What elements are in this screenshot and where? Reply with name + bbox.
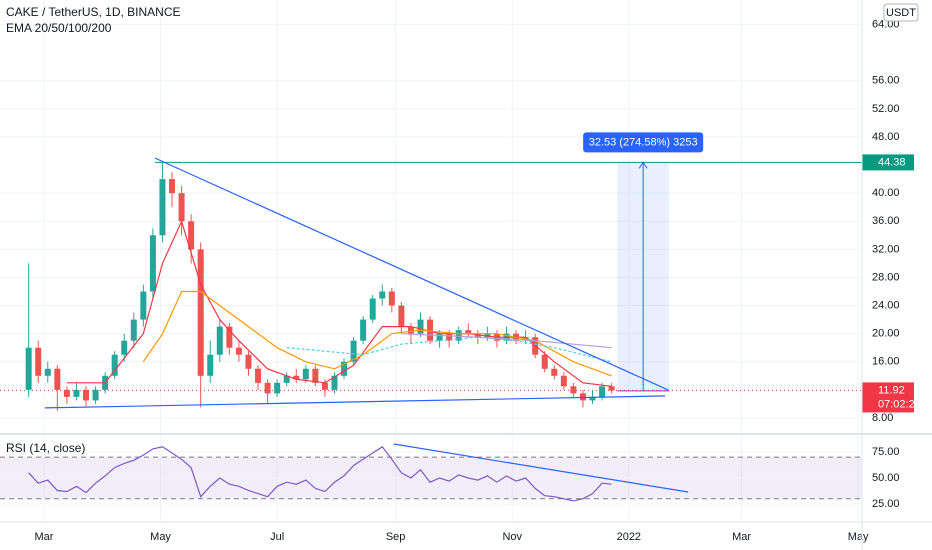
candle-body	[427, 319, 434, 341]
x-tick-label: Mar	[732, 531, 751, 543]
candle-body	[35, 347, 42, 376]
x-tick-label: 2022	[617, 531, 641, 543]
candle-body	[589, 396, 596, 401]
candle-body	[484, 333, 491, 338]
candle-body	[54, 368, 61, 390]
candle-body	[149, 235, 156, 292]
trendline	[154, 157, 669, 391]
candle-body	[264, 382, 271, 394]
candle-body	[83, 389, 90, 401]
candle-body	[360, 319, 367, 341]
candle-body	[159, 179, 166, 236]
candle-body	[235, 347, 242, 355]
candle-body	[226, 326, 233, 348]
candle-body	[293, 375, 300, 380]
y-tick-label: 16.00	[872, 356, 900, 368]
y-tick-label: 52.00	[872, 103, 900, 115]
candle-body	[274, 382, 281, 394]
currency-box[interactable]	[883, 3, 919, 22]
trendline	[44, 395, 666, 409]
y-tick-label: 24.00	[872, 299, 900, 311]
price-badge	[862, 154, 914, 171]
candle-body	[331, 375, 338, 390]
price-badge-label: 11.92	[878, 384, 905, 396]
countdown-label: 07:02:28	[878, 398, 921, 410]
x-tick-label: Jul	[270, 531, 284, 543]
candle-body	[111, 354, 118, 376]
candle-body	[551, 368, 558, 376]
candle-body	[130, 319, 137, 341]
candle-body	[283, 375, 290, 383]
y-tick-label: 56.00	[872, 75, 900, 87]
indicator-legend: EMA 20/50/100/200	[6, 21, 112, 35]
candle-body	[207, 354, 214, 376]
y-tick-label: 48.00	[872, 131, 900, 143]
measure-label-box	[583, 132, 704, 153]
candle-body	[312, 368, 319, 383]
candle-body	[379, 291, 386, 299]
y-tick-label: 40.00	[872, 187, 900, 199]
candle-body	[178, 193, 185, 222]
y-tick-label: 32.00	[872, 243, 900, 255]
candle-body	[321, 382, 328, 390]
candle-body	[398, 305, 405, 327]
candle-body	[608, 386, 615, 391]
ema-line	[401, 333, 612, 349]
x-tick-label: Nov	[502, 531, 522, 543]
y-tick-label: 25.00	[872, 498, 900, 510]
candle-body	[302, 368, 309, 380]
candle-body	[417, 319, 424, 334]
ema-line	[142, 290, 612, 377]
y-tick-label: 28.00	[872, 271, 900, 283]
candle-body	[92, 389, 99, 401]
x-tick-label: May	[848, 531, 869, 543]
ema-line	[286, 336, 612, 363]
candle-body	[197, 249, 204, 376]
x-tick-label: Sep	[386, 531, 406, 543]
candle-body	[121, 340, 128, 355]
candle-body	[73, 389, 80, 397]
currency-label[interactable]: USDT	[886, 7, 916, 19]
candle-body	[455, 330, 462, 341]
candle-body	[579, 393, 586, 401]
y-tick-label: 50.00	[872, 472, 900, 484]
candle-body	[465, 330, 472, 334]
candle-body	[216, 326, 223, 355]
rsi-legend: RSI (14, close)	[6, 441, 85, 455]
y-tick-label: 75.00	[872, 446, 900, 458]
candle-body	[188, 221, 195, 250]
x-tick-label: May	[150, 531, 171, 543]
y-tick-label: 20.00	[872, 328, 900, 340]
candle-body	[369, 298, 376, 320]
candle-body	[599, 386, 606, 397]
candle-body	[436, 333, 443, 341]
candle-body	[169, 179, 176, 194]
candle-body	[541, 354, 548, 369]
candle-body	[44, 368, 51, 376]
rsi-line	[28, 445, 612, 502]
candle-body	[388, 291, 395, 306]
candle-body	[350, 340, 357, 362]
candle-body	[63, 389, 70, 397]
price-badge	[862, 382, 914, 413]
candle-body	[255, 368, 262, 383]
candle-body	[560, 375, 567, 387]
candle-body	[245, 354, 252, 369]
candle-body	[446, 333, 453, 341]
symbol-title: CAKE / TetherUS, 1D, BINANCE	[6, 5, 181, 19]
chart-layer: Mar May Jul Sep Nov 2022 Mar May64.0056.0052.00…	[0, 0, 921, 543]
x-tick-label: Mar	[34, 531, 53, 543]
candle-body	[25, 347, 32, 390]
y-tick-label: 8.00	[872, 412, 893, 424]
candle-body	[140, 291, 147, 320]
measure-label: 32.53 (274.58%) 3253	[589, 136, 698, 148]
candle-body	[407, 326, 414, 334]
y-tick-label: 36.00	[872, 215, 900, 227]
candle-body	[341, 361, 348, 376]
rsi-trendline	[393, 443, 689, 493]
candle-body	[570, 386, 577, 394]
price-badge-label: 44.38	[878, 156, 906, 168]
